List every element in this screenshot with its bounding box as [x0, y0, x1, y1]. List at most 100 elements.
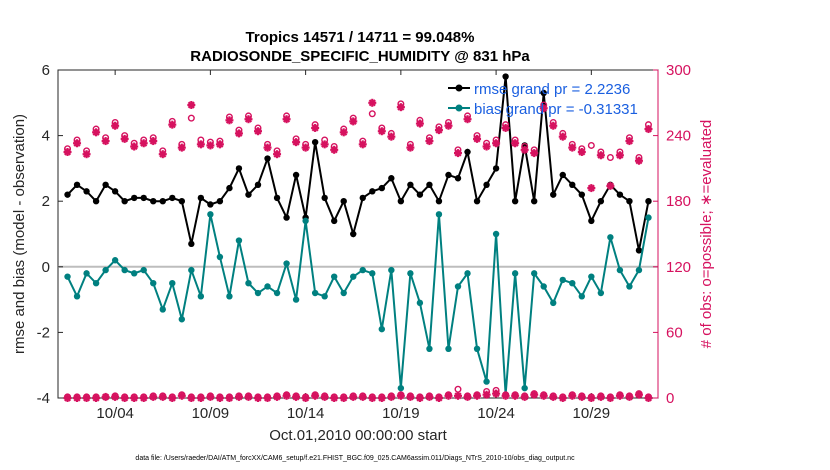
- obs-evaluated-marker: [606, 394, 615, 402]
- obs-evaluated-marker: [473, 391, 482, 400]
- data-point: [350, 273, 357, 280]
- series-layer: [63, 73, 653, 402]
- obs-evaluated-marker: [425, 392, 434, 401]
- data-point: [169, 194, 176, 202]
- data-point: [188, 266, 195, 274]
- data-point: [264, 283, 271, 290]
- obs-evaluated-marker: [454, 391, 462, 400]
- data-point: [416, 299, 424, 307]
- obs-evaluated-marker: [130, 142, 139, 151]
- obs-evaluated-marker: [387, 132, 396, 141]
- obs-evaluated-marker: [625, 137, 634, 146]
- obs-evaluated-marker: [615, 391, 624, 400]
- y-left-tick-label: 2: [42, 193, 50, 210]
- obs-evaluated-marker: [492, 139, 501, 148]
- obs-evaluated-marker: [625, 392, 634, 401]
- data-point: [416, 191, 424, 198]
- obs-evaluated-marker: [254, 394, 262, 402]
- data-point: [140, 194, 147, 202]
- obs-evaluated-marker: [482, 390, 491, 399]
- data-point: [435, 211, 443, 218]
- obs-evaluated-marker: [63, 148, 72, 156]
- y-axis-label-right: # of obs: o=possible; ∗=evaluated: [698, 120, 715, 349]
- obs-evaluated-marker: [358, 140, 367, 149]
- data-point: [540, 89, 547, 97]
- obs-evaluated-marker: [139, 394, 148, 402]
- obs-evaluated-marker: [539, 104, 548, 113]
- data-point: [92, 198, 100, 205]
- data-point: [121, 198, 128, 205]
- y-right-tick-label: 300: [666, 62, 691, 79]
- obs-evaluated-marker: [234, 129, 243, 138]
- data-point: [188, 240, 195, 248]
- data-point: [635, 266, 643, 274]
- data-point: [626, 283, 633, 290]
- obs-evaluated-marker: [444, 391, 453, 400]
- obs-evaluated-marker: [111, 392, 120, 401]
- obs-evaluated-marker: [196, 140, 205, 149]
- data-point: [483, 181, 490, 188]
- obs-evaluated-marker: [339, 394, 348, 402]
- data-point: [378, 184, 386, 192]
- obs-evaluated-marker: [130, 394, 139, 402]
- obs-evaluated-marker: [463, 115, 472, 124]
- data-point: [102, 181, 109, 188]
- data-point: [150, 198, 157, 205]
- data-point: [616, 266, 624, 274]
- data-point: [73, 181, 81, 188]
- obs-evaluated-marker: [92, 128, 101, 137]
- data-point: [426, 345, 433, 352]
- data-point: [359, 194, 366, 202]
- y-right-tick-label: 60: [666, 324, 683, 341]
- data-point: [178, 316, 186, 323]
- data-point: [111, 257, 119, 264]
- legend-rmse-marker: [455, 84, 463, 92]
- data-point: [83, 188, 90, 195]
- data-point: [340, 289, 347, 297]
- obs-evaluated-marker: [196, 394, 205, 402]
- obs-evaluated-marker: [549, 121, 558, 130]
- obs-evaluated-marker: [206, 141, 215, 150]
- data-point: [454, 283, 462, 290]
- obs-evaluated-marker: [406, 143, 415, 152]
- data-point: [369, 188, 376, 195]
- data-point: [321, 293, 328, 300]
- obs-evaluated-marker: [254, 127, 262, 136]
- obs-evaluated-marker: [358, 392, 367, 401]
- obs-evaluated-marker: [415, 119, 424, 128]
- data-point: [473, 198, 481, 205]
- obs-evaluated-marker: [587, 184, 596, 193]
- data-point: [273, 289, 281, 297]
- data-point: [388, 175, 395, 182]
- chart-title-line2: RADIOSONDE_SPECIFIC_HUMIDITY @ 831 hPa: [190, 48, 530, 65]
- data-point: [511, 270, 519, 277]
- data-point: [597, 289, 605, 297]
- data-point: [83, 270, 90, 277]
- obs-evaluated-marker: [415, 394, 424, 402]
- y-axis-right: 0 60 120 180 240 300: [653, 62, 691, 407]
- y-left-tick-label: -2: [37, 324, 50, 341]
- data-point: [588, 217, 595, 225]
- legend-bias-marker: [455, 104, 463, 112]
- obs-evaluated-marker: [339, 128, 348, 137]
- data-point: [283, 214, 290, 221]
- obs-evaluated-marker: [396, 391, 405, 400]
- obs-evaluated-marker: [444, 121, 453, 130]
- legend-rmse-label: rmse grand pr = 2.2236: [474, 81, 630, 98]
- obs-evaluated-marker: [101, 137, 110, 146]
- data-point: [111, 188, 119, 195]
- data-point: [407, 270, 414, 277]
- data-point: [283, 260, 290, 267]
- data-point: [235, 237, 243, 244]
- obs-evaluated-marker: [511, 391, 520, 400]
- x-axis-label: Oct.01,2010 00:00:00 start: [269, 427, 447, 444]
- x-tick-label: 10/04: [96, 405, 134, 422]
- obs-evaluated-marker: [149, 392, 158, 401]
- plot-area: [57, 69, 659, 399]
- y-right-tick-label: 120: [666, 259, 691, 276]
- obs-evaluated-marker: [282, 391, 291, 400]
- obs-evaluated-marker: [234, 392, 243, 401]
- data-point: [245, 191, 252, 198]
- obs-evaluated-marker: [511, 139, 520, 148]
- obs-evaluated-marker: [225, 394, 234, 402]
